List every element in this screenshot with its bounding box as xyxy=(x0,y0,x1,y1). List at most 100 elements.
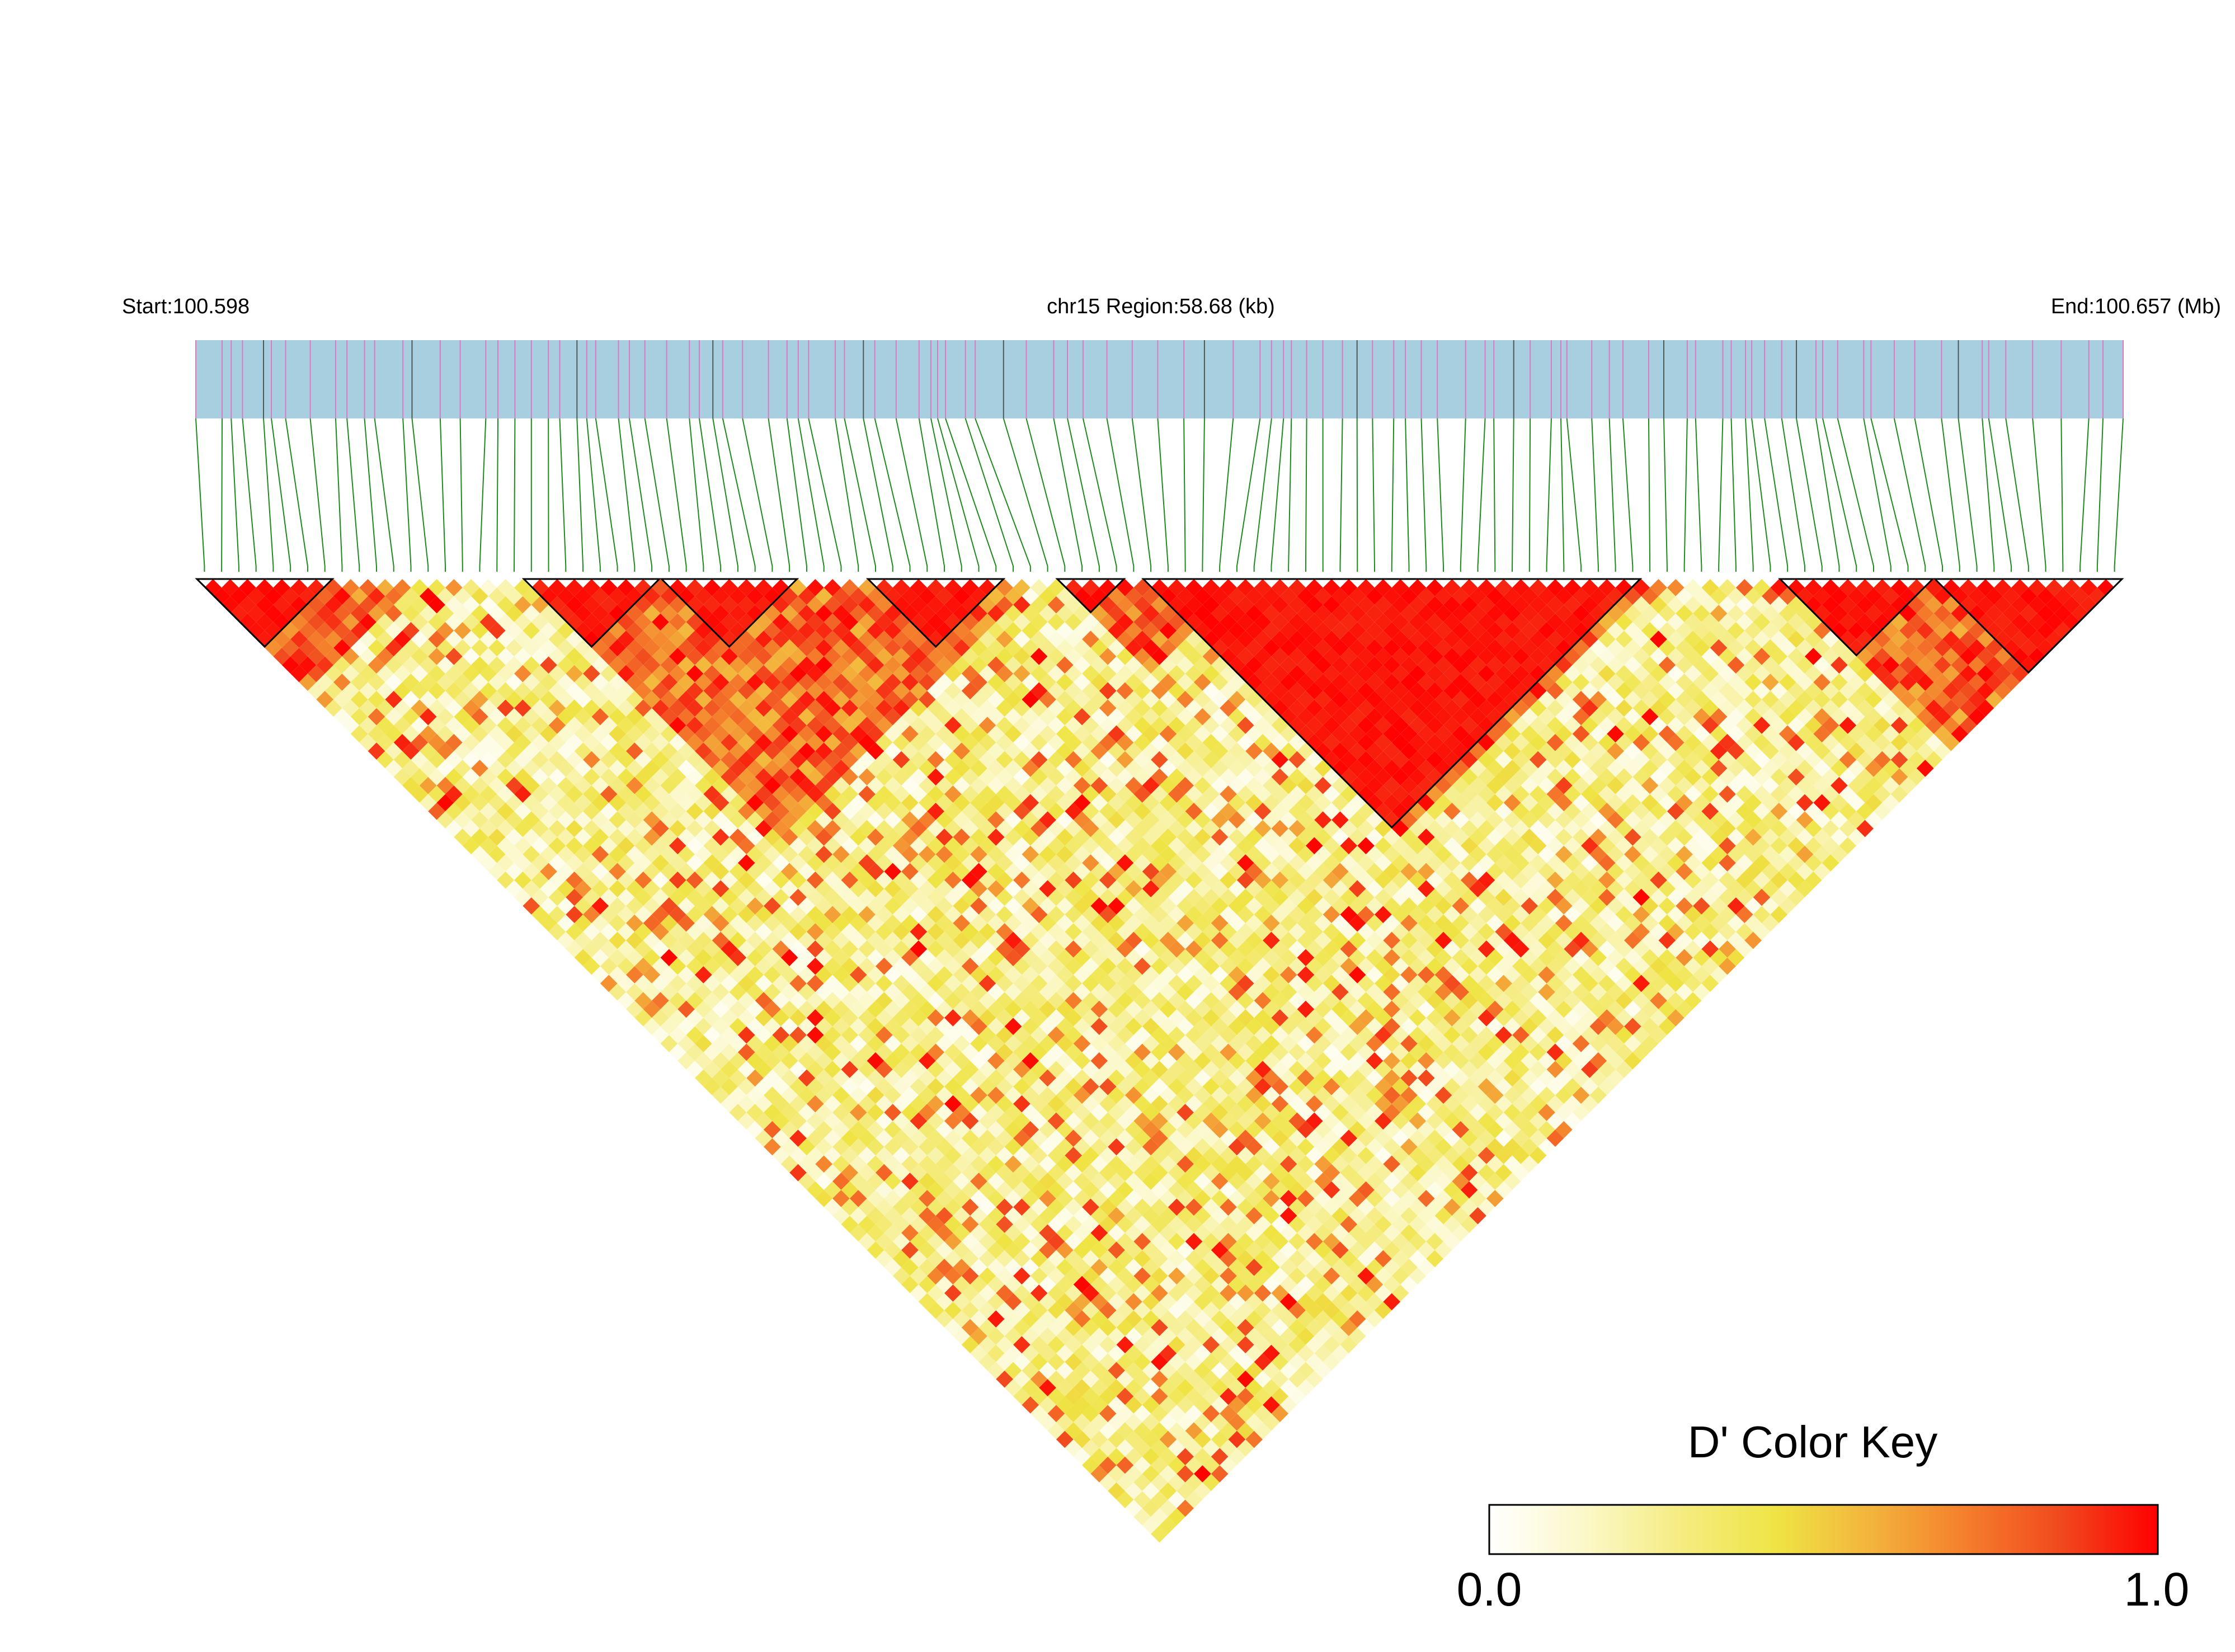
ld-cell xyxy=(1254,1387,1272,1405)
ld-cell xyxy=(566,837,584,855)
ld-cell xyxy=(901,1121,919,1138)
ld-cell xyxy=(815,1052,833,1070)
ld-cell xyxy=(780,863,798,881)
snp-connector xyxy=(1253,418,1272,572)
ld-cell xyxy=(1004,897,1022,915)
ld-cell xyxy=(1194,1448,1211,1466)
ld-cell xyxy=(1065,820,1083,837)
ld-cell xyxy=(1409,871,1427,889)
ld-cell xyxy=(1279,1310,1297,1328)
ld-cell xyxy=(342,648,360,665)
ld-cell xyxy=(746,949,764,967)
ld-cell xyxy=(867,1104,884,1121)
ld-cell xyxy=(815,690,833,708)
ld-cell xyxy=(1116,1112,1134,1130)
ld-cell xyxy=(1022,880,1039,898)
ld-cell xyxy=(824,1078,841,1095)
ld-cell xyxy=(1159,1362,1177,1380)
ld-cell xyxy=(1022,674,1039,691)
ld-cell xyxy=(307,682,325,700)
ld-cell xyxy=(402,725,420,743)
ld-cell xyxy=(643,829,661,846)
ld-cell xyxy=(1374,1129,1392,1147)
ld-cell xyxy=(1194,622,1211,639)
ld-cell xyxy=(789,992,807,1009)
ld-cell xyxy=(1082,733,1099,751)
ld-cell xyxy=(961,768,979,786)
ld-cell xyxy=(1452,1224,1470,1242)
ld-cell xyxy=(454,811,472,829)
ld-cell xyxy=(764,949,781,967)
ld-cell xyxy=(867,1035,884,1052)
ld-cell xyxy=(531,682,549,700)
ld-cell xyxy=(1279,674,1297,691)
ld-cell xyxy=(1090,1328,1108,1345)
ld-cell xyxy=(1004,1000,1022,1018)
ld-cell xyxy=(1133,1422,1151,1439)
ld-cell xyxy=(987,1000,1005,1018)
ld-cell xyxy=(299,587,317,605)
ld-cell xyxy=(1013,1112,1031,1130)
ld-cell xyxy=(1220,1129,1237,1147)
ld-cell xyxy=(1400,1276,1418,1293)
ld-cell xyxy=(471,725,488,743)
ld-cell xyxy=(1340,751,1358,769)
ld-cell xyxy=(1039,811,1056,829)
ld-cell xyxy=(987,949,1005,967)
ld-cell xyxy=(342,630,360,648)
ld-cell xyxy=(927,1198,945,1216)
ld-cell xyxy=(497,733,515,751)
ld-cell xyxy=(987,897,1005,915)
ld-cell xyxy=(764,880,781,898)
ld-cell xyxy=(677,931,695,949)
snp-connector xyxy=(1437,418,1444,572)
ld-cell xyxy=(1047,733,1065,751)
ld-cell xyxy=(1211,690,1229,708)
ld-cell xyxy=(1108,1207,1125,1225)
ld-cell xyxy=(867,1018,884,1036)
snp-connector xyxy=(1157,418,1169,572)
ld-cell xyxy=(1159,1379,1177,1397)
ld-cell xyxy=(1288,1112,1306,1130)
ld-cell xyxy=(557,690,575,708)
ld-cell xyxy=(1030,1198,1048,1216)
ld-cell xyxy=(1254,1026,1272,1044)
ld-cell xyxy=(1279,1155,1297,1173)
snp-connector xyxy=(2032,418,2046,572)
snp-connector xyxy=(644,418,670,572)
ld-cell xyxy=(764,759,781,777)
ld-cell xyxy=(411,751,429,769)
ld-cell xyxy=(1400,845,1418,863)
ld-cell xyxy=(1340,1250,1358,1268)
ld-cell xyxy=(721,768,738,786)
ld-cell xyxy=(746,725,764,743)
ld-cell xyxy=(1004,949,1022,967)
ld-cell xyxy=(1004,708,1022,726)
ld-cell xyxy=(824,596,841,614)
ld-cell xyxy=(1357,871,1375,889)
ld-cell xyxy=(1090,1310,1108,1328)
ld-cell xyxy=(1400,949,1418,967)
ld-cell xyxy=(841,975,859,992)
ld-cell xyxy=(721,854,738,872)
ld-cell xyxy=(1047,1387,1065,1405)
ld-cell xyxy=(1194,1069,1211,1087)
ld-cell xyxy=(987,1069,1005,1087)
ld-cell xyxy=(350,708,368,726)
ld-cell xyxy=(1108,1379,1125,1397)
ld-cell xyxy=(557,587,575,605)
ld-cell xyxy=(583,733,600,751)
ld-cell xyxy=(368,674,385,691)
ld-cell xyxy=(411,768,429,786)
ld-cell xyxy=(978,871,996,889)
ld-cell xyxy=(1400,1104,1418,1121)
ld-cell xyxy=(1099,751,1117,769)
ld-cell xyxy=(867,776,884,794)
ld-cell xyxy=(1374,1267,1392,1285)
ld-cell xyxy=(1047,888,1065,906)
ld-cell xyxy=(350,605,368,622)
ld-cell xyxy=(1022,725,1039,743)
ld-cell xyxy=(1220,1009,1237,1027)
ld-cell xyxy=(824,1147,841,1164)
ld-cell xyxy=(910,579,928,596)
